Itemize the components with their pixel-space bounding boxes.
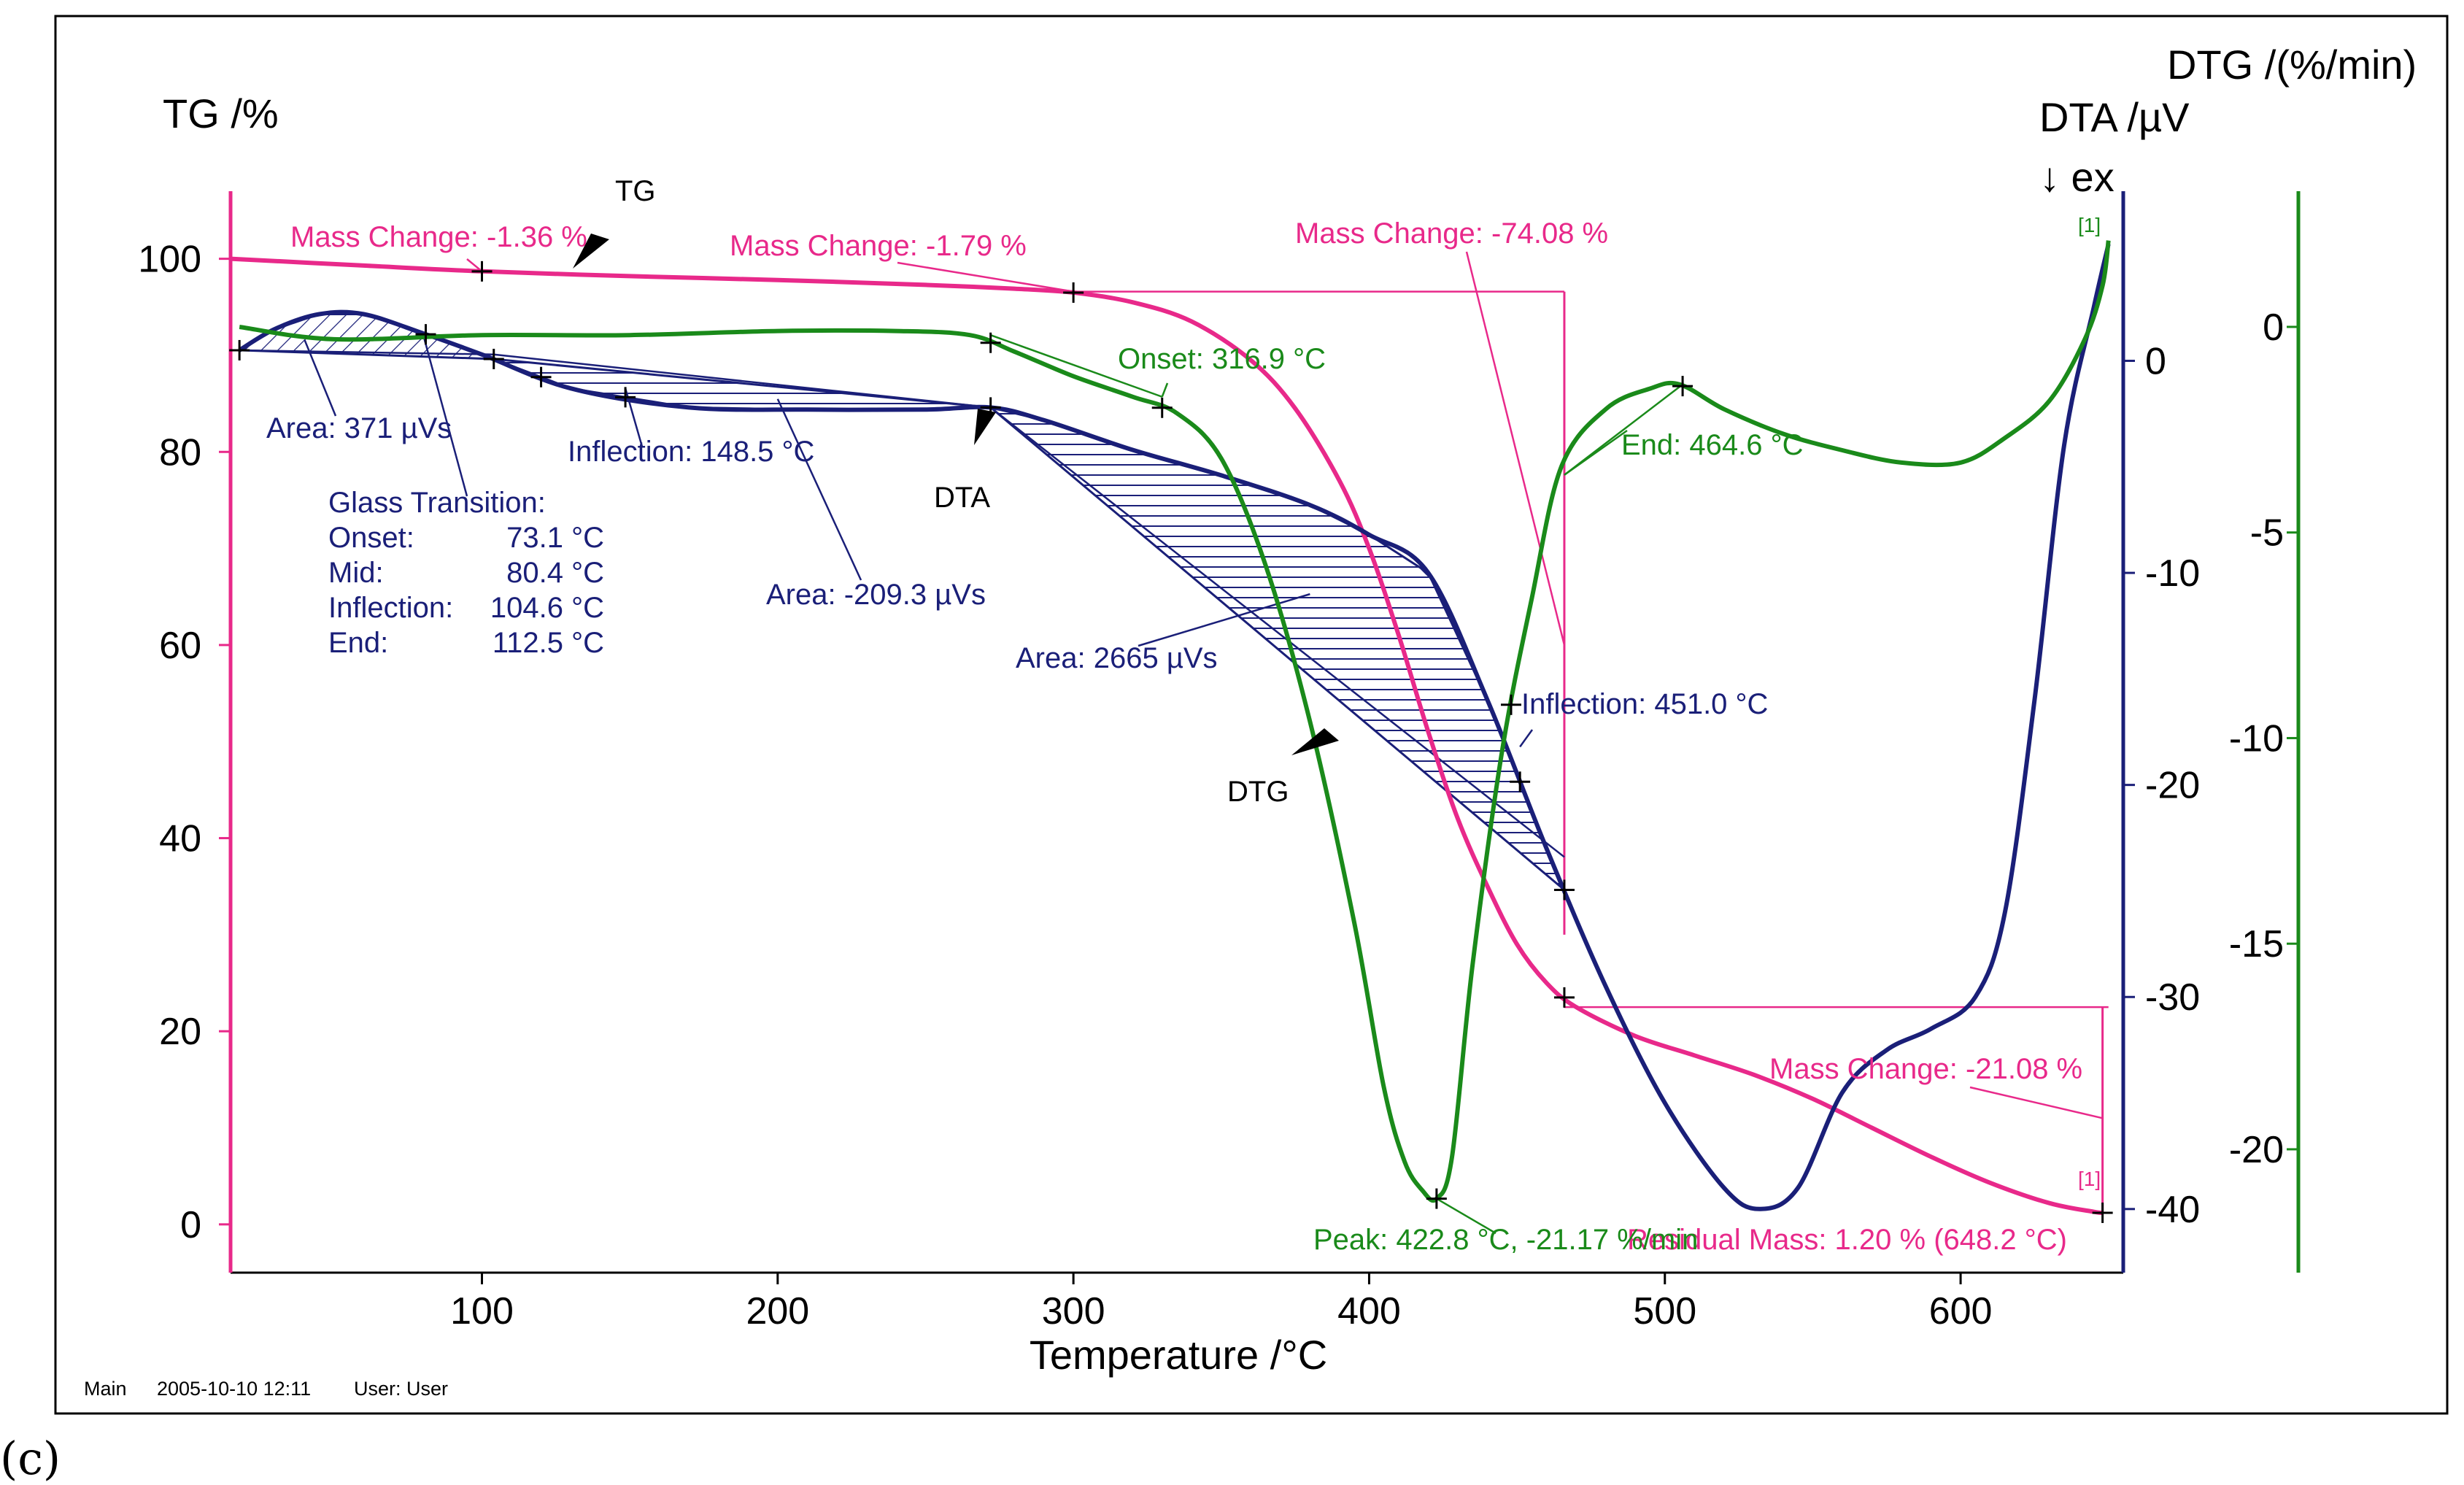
dtg-series-line [239, 240, 2111, 1203]
dtg-peak-label: Peak: 422.8 °C, -21.17 %/min [1313, 1224, 1698, 1256]
mass-change-4-label: Mass Change: -21.08 % [1769, 1053, 2082, 1085]
dta-tick-label: 0 [2145, 340, 2166, 382]
x-axis-ticks: 100 200 300 400 500 600 [450, 1273, 1992, 1332]
dta-tick-label: -40 [2145, 1189, 2200, 1231]
x-tick-label: 100 [450, 1290, 514, 1332]
x-tick-label: 200 [746, 1290, 809, 1332]
dtg-arrow-icon [1291, 728, 1339, 755]
tg-arrow-icon [573, 234, 609, 269]
gt-inflection-value: 104.6 °C [490, 592, 604, 624]
inflection-148-label: Inflection: 148.5 °C [568, 436, 814, 468]
marker-1-top: [1] [2078, 214, 2101, 236]
dtg-tick-label: -20 [2229, 1129, 2284, 1171]
leader-area-3 [1138, 593, 1310, 647]
footer-segment: Main [84, 1378, 127, 1400]
leader-onset [1161, 382, 1169, 398]
leader-mass-change-4 [1969, 1086, 2103, 1119]
marker-1-bottom: [1] [2078, 1168, 2101, 1190]
area-1-label: Area: 371 µVs [266, 412, 452, 444]
x-tick-label: 300 [1042, 1290, 1105, 1332]
leader-inflection-451 [1519, 729, 1534, 748]
dtg-tick-label: -15 [2229, 923, 2284, 965]
leader-area-2 [776, 398, 862, 581]
crosshair-markers [229, 261, 2113, 1223]
dta-axis-ticks: -40 -30 -20 -10 0 [2123, 340, 2200, 1231]
mass-change-2-label: Mass Change: -1.79 % [730, 230, 1027, 262]
dta-chord-1 [239, 349, 494, 356]
gt-onset-label: Onset: [328, 522, 414, 554]
x-axis-title: Temperature /°C [1030, 1332, 1327, 1378]
tg-tick-label: 0 [180, 1204, 201, 1246]
dta-area-2-hatch [493, 358, 991, 411]
evaluation-lines [239, 251, 2109, 1235]
dta-axis-title: DTA /µV [2039, 94, 2190, 140]
footer-datetime: 2005-10-10 12:11 [157, 1378, 311, 1400]
area-3-label: Area: 2665 µVs [1016, 642, 1218, 674]
dtg-tick-label: -5 [2250, 512, 2284, 555]
dta-arrow-icon [974, 409, 996, 445]
dta-chord-3 [989, 406, 1565, 858]
dta-exo-direction: ↓ ex [2039, 154, 2115, 200]
leader-peak [1436, 1197, 1496, 1235]
gt-mid-value: 80.4 °C [506, 557, 604, 589]
dta-series-line [238, 243, 2111, 1211]
tg-tick-label: 100 [138, 239, 201, 281]
dtg-onset-label: Onset: 316.9 °C [1118, 343, 1326, 375]
dta-series-label: DTA [934, 482, 990, 514]
gt-inflection-label: Inflection: [328, 592, 453, 624]
glass-transition-title: Glass Transition: [328, 487, 546, 519]
leader-mass-change-3 [1465, 251, 1566, 646]
area-2-label: Area: -209.3 µVs [766, 579, 986, 611]
leader-mass-change-2 [897, 261, 1074, 293]
tg-series-line [230, 256, 2104, 1216]
tg-tick-label: 20 [159, 1011, 201, 1053]
residual-mass-label: Residual Mass: 1.20 % (648.2 °C) [1627, 1224, 2067, 1256]
panel-label: (c) [0, 1432, 61, 1485]
dtg-axis-ticks: -20 -15 -10 -5 0 [2229, 306, 2298, 1171]
footer-user: User: User [354, 1378, 448, 1400]
dtg-series-label: DTG [1227, 776, 1289, 808]
tg-tick-label: 40 [159, 818, 201, 860]
leader-area-1 [304, 339, 337, 417]
dta-tick-label: -10 [2145, 552, 2200, 595]
inflection-451-label: Inflection: 451.0 °C [1521, 688, 1768, 720]
dtg-end-label: End: 464.6 °C [1621, 429, 1804, 461]
glass-transition-block: Glass Transition: Onset: 73.1 °C Mid: 80… [328, 487, 604, 659]
gt-onset-value: 73.1 °C [506, 522, 604, 554]
tg-tick-label: 80 [159, 431, 201, 474]
gt-end-label: End: [328, 627, 388, 659]
x-tick-label: 600 [1929, 1290, 1993, 1332]
gt-mid-label: Mid: [328, 557, 384, 589]
x-tick-label: 500 [1633, 1290, 1696, 1332]
mass-change-3-label: Mass Change: -74.08 % [1295, 217, 1608, 250]
dtg-tick-label: -10 [2229, 717, 2284, 760]
leader-glass-transition [422, 333, 468, 497]
gt-end-value: 112.5 °C [493, 627, 604, 659]
dta-chord-2 [493, 353, 991, 409]
mass-change-1-label: Mass Change: -1.36 % [290, 221, 587, 253]
tg-axis-title: TG /% [163, 90, 279, 136]
dtg-axis-title: DTG /(%/min) [2167, 42, 2417, 88]
dtg-end-tangent [1564, 383, 1683, 476]
dta-tick-label: -30 [2145, 976, 2200, 1019]
tg-axis-ticks: 0 20 40 60 80 100 [138, 239, 231, 1246]
dtg-tick-label: 0 [2263, 306, 2284, 349]
tg-tick-label: 60 [159, 625, 201, 667]
x-tick-label: 400 [1337, 1290, 1401, 1332]
tg-series-label: TG [615, 175, 656, 207]
dta-tick-label: -20 [2145, 765, 2200, 807]
chart-frame [54, 15, 2449, 1415]
dtg-onset-tangent [990, 334, 1163, 398]
